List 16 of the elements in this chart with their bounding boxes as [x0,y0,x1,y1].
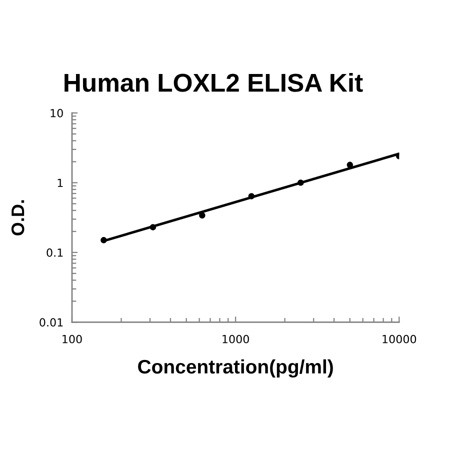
point [248,193,255,200]
y-tick-label: 0.01 [40,318,63,327]
x-tick-label: 1000 [222,334,249,344]
point [298,180,304,186]
x-axis-title: Concentration(pg/ml) [138,359,333,378]
x-tick-label: 10000 [382,334,416,344]
y-tick-label: 10 [50,108,63,118]
chart-title: Human LOXL2 ELISA Kit [64,73,363,92]
y-tick-label: 0.1 [46,248,63,257]
point [150,224,156,230]
point [199,212,206,218]
point [100,237,107,244]
y-tick-label: 1 [58,178,63,187]
y-axis-title: O.D. [11,200,24,236]
x-tick-label: 100 [62,334,82,344]
point [346,162,354,168]
